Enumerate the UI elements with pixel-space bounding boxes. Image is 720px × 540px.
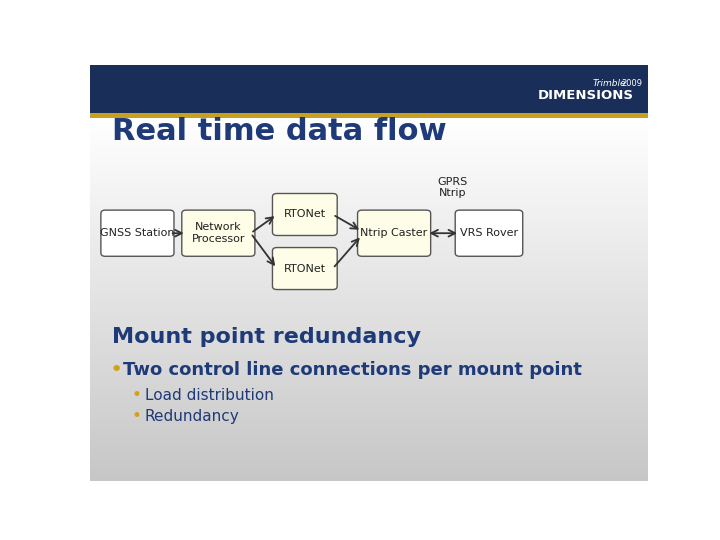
Text: Network
Processor: Network Processor bbox=[192, 222, 245, 244]
Text: Mount point redundancy: Mount point redundancy bbox=[112, 327, 421, 347]
Text: 2009: 2009 bbox=[621, 79, 642, 88]
Text: •: • bbox=[132, 386, 142, 404]
Text: RTONet: RTONet bbox=[284, 210, 326, 219]
Text: •: • bbox=[132, 407, 142, 425]
Text: Redundancy: Redundancy bbox=[145, 409, 240, 424]
Text: GPRS
Ntrip: GPRS Ntrip bbox=[438, 177, 468, 198]
FancyBboxPatch shape bbox=[272, 247, 337, 289]
FancyBboxPatch shape bbox=[358, 210, 431, 256]
FancyBboxPatch shape bbox=[181, 210, 255, 256]
FancyBboxPatch shape bbox=[272, 193, 337, 235]
Text: Real time data flow: Real time data flow bbox=[112, 117, 447, 146]
Text: VRS Rover: VRS Rover bbox=[460, 228, 518, 238]
Text: Ntrip Caster: Ntrip Caster bbox=[361, 228, 428, 238]
Text: GNSS Station: GNSS Station bbox=[100, 228, 175, 238]
Text: RTONet: RTONet bbox=[284, 264, 326, 274]
Bar bbox=[90, 113, 648, 118]
Text: DIMENSIONS: DIMENSIONS bbox=[538, 90, 634, 103]
FancyBboxPatch shape bbox=[455, 210, 523, 256]
Text: •: • bbox=[109, 360, 123, 380]
Text: Load distribution: Load distribution bbox=[145, 388, 274, 403]
Text: Trimble: Trimble bbox=[592, 79, 626, 88]
Bar bbox=[90, 65, 648, 113]
Text: Two control line connections per mount point: Two control line connections per mount p… bbox=[124, 361, 582, 380]
FancyBboxPatch shape bbox=[101, 210, 174, 256]
